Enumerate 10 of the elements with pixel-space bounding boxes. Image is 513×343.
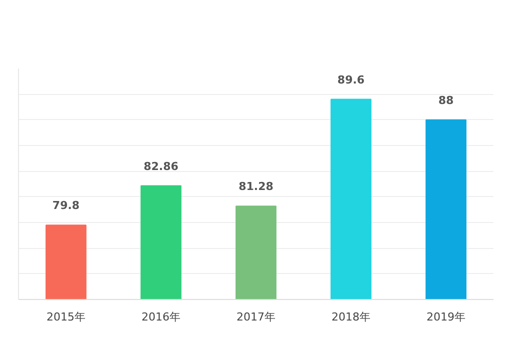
x-tick-label: 2019年	[426, 310, 466, 324]
data-label: 89.6	[337, 73, 365, 86]
data-label: 88	[438, 94, 454, 107]
data-label: 82.86	[144, 160, 179, 173]
data-label: 81.28	[238, 180, 274, 194]
x-tick-label: 2015年	[46, 310, 86, 324]
x-tick-label: 2016年	[142, 310, 181, 324]
x-tick-label: 2018年	[332, 310, 371, 324]
data-label: 79.8	[52, 199, 80, 212]
x-tick-label: 2017年	[236, 310, 276, 324]
